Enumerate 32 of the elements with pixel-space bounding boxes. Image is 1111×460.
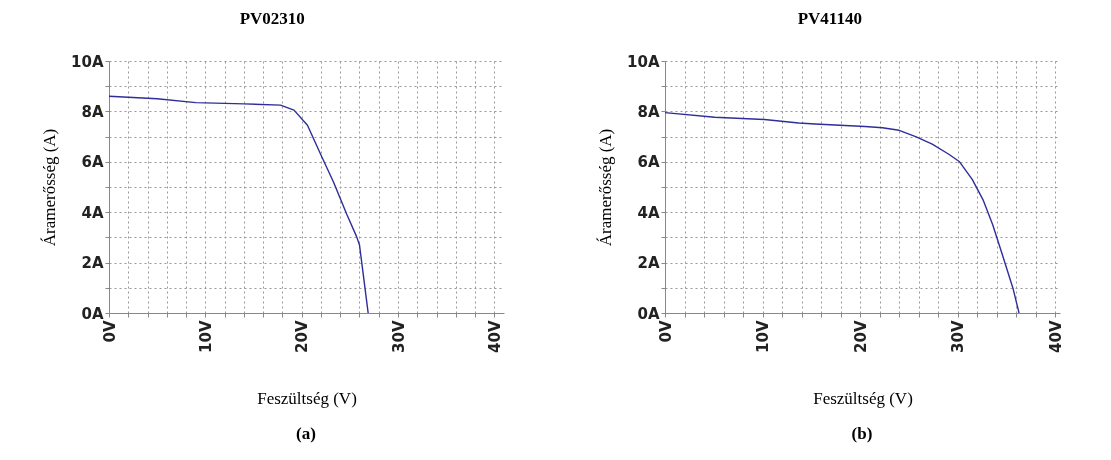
y-tick-label: 4A bbox=[636, 203, 660, 222]
y-tick-label: 8A bbox=[81, 102, 104, 121]
x-axis-title: Feszültség (V) bbox=[812, 388, 913, 408]
chart-title: PV41140 bbox=[797, 9, 862, 28]
text: (a) bbox=[296, 424, 316, 443]
x-tick-label: 10V bbox=[196, 320, 215, 353]
y-tick-label: 8A bbox=[636, 102, 660, 121]
x-tick-label: 40V bbox=[1046, 320, 1065, 353]
x-tick-label: 30V bbox=[389, 320, 408, 353]
x-tick-label: 10V bbox=[753, 320, 772, 353]
line-series bbox=[108, 95, 369, 314]
y-axis-title: Áramerősség (A) bbox=[595, 128, 615, 247]
text: (b) bbox=[851, 424, 872, 443]
y-tick-label: 2A bbox=[636, 254, 660, 273]
y-tick-label: 6A bbox=[81, 153, 104, 172]
y-tick-label: 10A bbox=[626, 52, 660, 71]
y-tick-label: 6A bbox=[636, 153, 660, 172]
y-axis-title: Áramerősség (A) bbox=[40, 128, 60, 247]
y-tick-label: 10A bbox=[71, 52, 104, 71]
x-tick-label: 0V bbox=[100, 320, 119, 343]
y-tick-label: 0A bbox=[81, 304, 104, 323]
x-axis-title: Feszültség (V) bbox=[257, 388, 357, 408]
y-tick-label: 0A bbox=[636, 304, 660, 323]
x-tick-label: 40V bbox=[485, 320, 504, 353]
line-series bbox=[663, 111, 1020, 314]
x-tick-label: 20V bbox=[293, 320, 312, 353]
y-tick-label: 2A bbox=[81, 254, 104, 273]
chart-title: PV02310 bbox=[239, 9, 305, 28]
x-tick-label: 30V bbox=[948, 320, 967, 353]
x-tick-label: 20V bbox=[851, 320, 870, 353]
y-tick-label: 4A bbox=[81, 203, 104, 222]
x-tick-label: 0V bbox=[656, 320, 674, 343]
